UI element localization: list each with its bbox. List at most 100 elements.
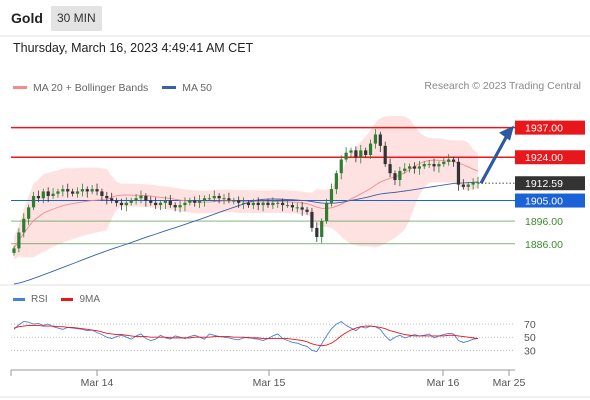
candle-body xyxy=(388,164,392,174)
candle-body xyxy=(271,202,275,206)
candle-body xyxy=(447,159,451,162)
time-axis: Mar 14 Mar 15 Mar 16 Mar 25 xyxy=(0,35,590,398)
candle-body xyxy=(17,232,21,249)
candle-body xyxy=(75,191,80,194)
candle-body xyxy=(305,209,309,212)
legend-ma50-label: MA 50 xyxy=(182,81,212,94)
candle-body xyxy=(310,211,314,228)
legend-ma20-bollinger: MA 20 + Bollinger Bands xyxy=(13,82,148,94)
candle-body xyxy=(46,191,50,196)
candle-body xyxy=(163,200,168,203)
projection-arrow-head xyxy=(499,125,514,141)
candle-body xyxy=(114,200,119,203)
resistance-tag xyxy=(515,150,585,165)
support-label: 1886.00 xyxy=(525,239,563,251)
time-axis-label: Mar 25 xyxy=(493,377,526,389)
ma50-line xyxy=(13,181,479,285)
candle-body xyxy=(295,207,299,209)
candle-body xyxy=(232,200,236,202)
candle-body xyxy=(281,202,285,206)
candle-body xyxy=(383,145,387,165)
candle-body xyxy=(285,205,290,207)
rsi-ma-line xyxy=(13,324,479,347)
chart-header: Gold 30 MIN xyxy=(0,0,590,36)
candle-body xyxy=(393,173,397,181)
instrument-title: Gold xyxy=(11,10,43,26)
candle-body xyxy=(329,189,334,203)
candle-body xyxy=(222,198,226,200)
candle-body xyxy=(437,164,441,167)
candle-body xyxy=(124,202,128,206)
candle-body xyxy=(261,202,265,206)
candle-body xyxy=(22,218,26,233)
candle-body xyxy=(398,170,402,181)
legend-rsi-swatch xyxy=(13,298,25,301)
candle-body xyxy=(56,191,60,194)
timestamp: Thursday, March 16, 2023 4:49:41 AM CET xyxy=(13,41,254,55)
candle-body xyxy=(246,202,251,206)
support-label: 1896.00 xyxy=(525,216,563,228)
candle-body xyxy=(339,159,343,174)
projection xyxy=(479,125,514,184)
candle-body xyxy=(300,207,304,210)
candle-body xyxy=(417,166,421,169)
candle-body xyxy=(36,195,41,199)
candle-body xyxy=(378,134,382,146)
candle-body xyxy=(173,205,177,208)
bollinger-bands xyxy=(14,116,478,260)
candle-body xyxy=(354,150,358,158)
candle-body xyxy=(315,227,319,237)
candle-body xyxy=(276,202,280,204)
candle-body xyxy=(476,182,480,184)
rsi-legend: RSI 9MA xyxy=(13,293,111,305)
candle-body xyxy=(61,189,65,192)
copyright-text: Research © 2023 Trading Central xyxy=(424,80,581,92)
legend-9ma: 9MA xyxy=(61,294,100,305)
candle-body xyxy=(320,221,324,237)
candle-body xyxy=(427,164,431,166)
legend-9ma-swatch xyxy=(61,298,74,301)
candle-body xyxy=(227,198,231,201)
candle-body xyxy=(95,189,99,192)
candle-body xyxy=(324,202,329,222)
candle-body xyxy=(134,198,138,201)
rsi-level-label: 70 xyxy=(524,319,536,331)
price-legend: MA 20 + Bollinger Bands MA 50 xyxy=(13,80,223,94)
candle-body xyxy=(207,198,211,200)
current-price-tag xyxy=(515,176,585,191)
legend-rsi-label: RSI xyxy=(31,294,48,305)
candle-body xyxy=(71,191,75,194)
candle-body xyxy=(256,202,260,206)
pivot-tag-label: 1905.00 xyxy=(525,196,563,208)
candle-body xyxy=(466,184,470,187)
candle-body xyxy=(403,168,407,171)
time-axis-label: Mar 16 xyxy=(427,377,460,389)
candle-body xyxy=(471,182,475,185)
candle-body xyxy=(408,166,412,169)
candle-body xyxy=(202,198,207,201)
rsi-line xyxy=(13,320,479,353)
legend-ma50: MA 50 xyxy=(162,82,212,94)
candle-body xyxy=(198,200,202,203)
candle-body xyxy=(359,150,363,158)
candle-body xyxy=(212,195,216,199)
legend-ma20-swatch xyxy=(13,86,27,89)
candle-body xyxy=(432,164,436,167)
price-tags: 1937.00 1924.00 1912.59 1905.00 1896.00 1886.… xyxy=(515,120,585,251)
candle-body xyxy=(217,195,221,199)
candle-body xyxy=(461,184,465,187)
candle-body xyxy=(12,248,16,253)
candle-body xyxy=(364,150,368,155)
candle-body xyxy=(251,202,255,206)
candle-body xyxy=(422,164,426,167)
candle-body xyxy=(66,189,70,192)
candle-body xyxy=(90,189,94,192)
legend-ma50-swatch xyxy=(162,86,177,89)
candle-body xyxy=(188,200,192,203)
candle-body xyxy=(290,205,294,208)
timeframe-badge[interactable]: 30 MIN xyxy=(51,6,102,31)
candle-body xyxy=(368,143,373,155)
candle-body xyxy=(456,161,461,185)
candle-body xyxy=(168,200,172,206)
